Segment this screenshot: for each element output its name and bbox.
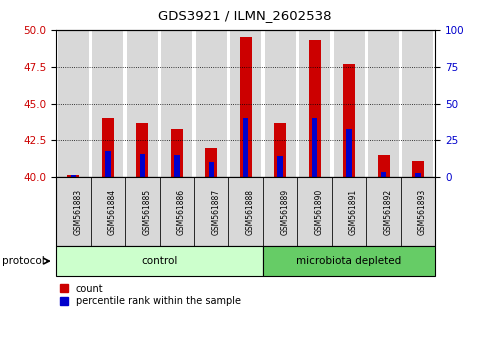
Text: GSM561883: GSM561883 (73, 188, 82, 235)
Bar (239, 38, 251, 177)
Text: protocol: protocol (2, 256, 45, 266)
Bar (274, 122, 285, 177)
Bar (243, 118, 248, 177)
Text: GSM561889: GSM561889 (280, 188, 288, 235)
Bar (67, 175, 80, 177)
Bar (195, 30, 226, 177)
Bar (402, 30, 432, 177)
Text: GSM561892: GSM561892 (383, 188, 392, 235)
Bar (377, 155, 389, 177)
Text: GSM561887: GSM561887 (211, 188, 220, 235)
Bar (205, 148, 217, 177)
Text: GSM561884: GSM561884 (108, 188, 117, 235)
Bar (367, 30, 398, 177)
Text: GSM561885: GSM561885 (142, 188, 151, 235)
Legend: count, percentile rank within the sample: count, percentile rank within the sample (56, 280, 244, 310)
Bar (92, 30, 123, 177)
Bar (414, 173, 420, 177)
Bar (311, 118, 317, 177)
Text: GDS3921 / ILMN_2602538: GDS3921 / ILMN_2602538 (158, 9, 330, 22)
Bar (208, 161, 214, 177)
Bar (333, 30, 364, 177)
Bar (126, 30, 158, 177)
Text: GSM561888: GSM561888 (245, 189, 254, 234)
Bar (277, 156, 283, 177)
Bar (346, 129, 351, 177)
Text: GSM561891: GSM561891 (348, 188, 357, 235)
Text: control: control (141, 256, 178, 266)
Text: GSM561886: GSM561886 (177, 188, 185, 235)
Text: GSM561890: GSM561890 (314, 188, 323, 235)
Text: microbiota depleted: microbiota depleted (296, 256, 401, 266)
Bar (105, 151, 110, 177)
Bar (102, 118, 114, 177)
Text: GSM561893: GSM561893 (417, 188, 426, 235)
Bar (299, 30, 329, 177)
Bar (71, 175, 76, 177)
Bar (170, 129, 183, 177)
Bar (58, 30, 89, 177)
Bar (308, 40, 320, 177)
Bar (174, 155, 179, 177)
Bar (161, 30, 192, 177)
Bar (140, 154, 145, 177)
Bar (230, 30, 261, 177)
Bar (343, 64, 354, 177)
Bar (411, 161, 423, 177)
Bar (264, 30, 295, 177)
Bar (136, 122, 148, 177)
Bar (380, 172, 386, 177)
